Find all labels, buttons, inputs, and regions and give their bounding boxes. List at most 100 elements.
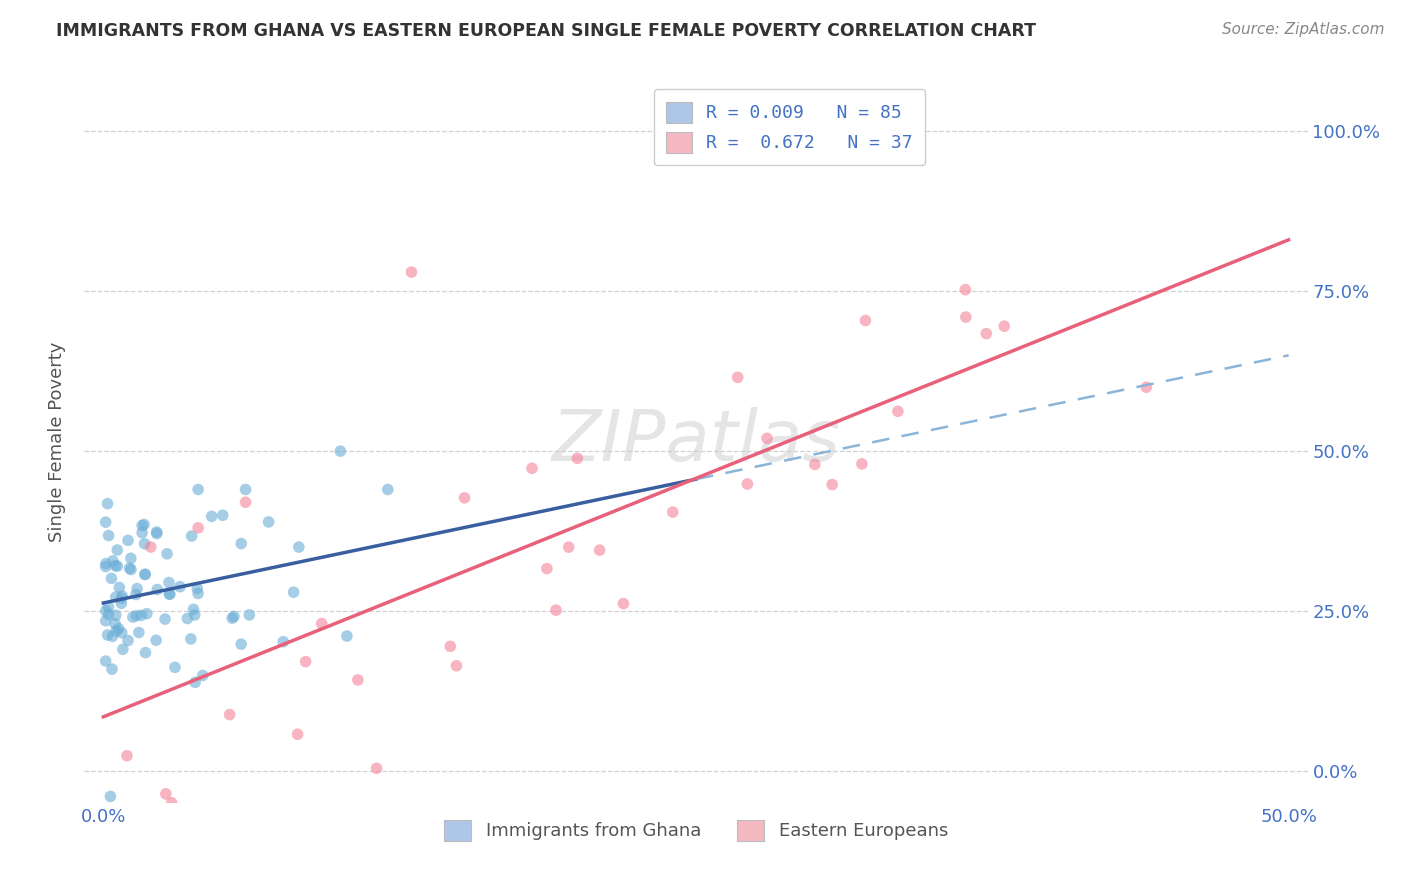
Point [662, 505, 685, 519]
Point [111, 589, 134, 603]
Point [218, 707, 240, 722]
Point [129, 608, 152, 623]
Point [125, 588, 148, 602]
Point [176, 611, 198, 625]
Point [347, 673, 370, 687]
Point [156, 547, 179, 561]
Point [183, 602, 205, 616]
Point [993, 319, 1015, 334]
Point [187, 586, 209, 600]
Point [135, 607, 157, 621]
Point [235, 495, 257, 509]
Point [187, 483, 209, 497]
Point [439, 640, 461, 654]
Point [163, 660, 186, 674]
Point [134, 567, 156, 582]
Point [146, 526, 169, 541]
Point [231, 536, 253, 550]
Point [567, 451, 589, 466]
Y-axis label: Single Female Poverty: Single Female Poverty [48, 342, 66, 541]
Point [101, 554, 124, 568]
Point [104, 558, 127, 573]
Point [271, 634, 294, 648]
Point [329, 444, 352, 458]
Point [222, 609, 245, 624]
Point [283, 585, 305, 599]
Point [821, 477, 844, 491]
Point [101, 662, 124, 676]
Point [97, 628, 120, 642]
Point [94, 515, 117, 529]
Point [184, 675, 207, 690]
Point [125, 608, 148, 623]
Point [851, 457, 873, 471]
Point [737, 477, 759, 491]
Point [186, 582, 208, 596]
Point [231, 637, 253, 651]
Point [235, 483, 257, 497]
Point [887, 404, 910, 418]
Point [107, 622, 129, 636]
Point [401, 265, 423, 279]
Point [187, 521, 209, 535]
Point [139, 540, 162, 554]
Point [100, 789, 122, 804]
Point [377, 483, 399, 497]
Point [756, 431, 779, 445]
Point [117, 633, 139, 648]
Text: ZIPatlas: ZIPatlas [551, 407, 841, 476]
Point [97, 607, 120, 622]
Point [855, 313, 877, 327]
Point [97, 528, 120, 542]
Point [94, 654, 117, 668]
Point [976, 326, 998, 341]
Point [94, 557, 117, 571]
Point [134, 646, 156, 660]
Point [104, 616, 127, 631]
Point [110, 596, 132, 610]
Point [180, 529, 202, 543]
Point [132, 517, 155, 532]
Point [544, 603, 567, 617]
Point [288, 540, 311, 554]
Point [287, 727, 309, 741]
Point [131, 525, 153, 540]
Point [183, 607, 205, 622]
Point [180, 632, 202, 646]
Text: IMMIGRANTS FROM GHANA VS EASTERN EUROPEAN SINGLE FEMALE POVERTY CORRELATION CHAR: IMMIGRANTS FROM GHANA VS EASTERN EUROPEA… [56, 22, 1036, 40]
Legend: Immigrants from Ghana, Eastern Europeans: Immigrants from Ghana, Eastern Europeans [437, 813, 955, 848]
Point [955, 310, 977, 324]
Point [105, 543, 128, 558]
Point [311, 616, 333, 631]
Point [520, 461, 543, 475]
Point [727, 370, 749, 384]
Point [453, 491, 475, 505]
Point [145, 633, 167, 648]
Point [294, 655, 316, 669]
Point [118, 561, 141, 575]
Point [120, 551, 142, 566]
Point [612, 597, 634, 611]
Point [159, 587, 181, 601]
Point [94, 559, 117, 574]
Point [134, 567, 156, 582]
Point [155, 787, 177, 801]
Point [955, 283, 977, 297]
Point [94, 604, 117, 618]
Point [120, 562, 142, 576]
Point [100, 571, 122, 585]
Point [97, 599, 120, 614]
Point [127, 582, 149, 596]
Point [211, 508, 233, 523]
Point [104, 608, 127, 623]
Point [104, 590, 127, 604]
Point [117, 533, 139, 548]
Point [101, 629, 124, 643]
Point [804, 458, 827, 472]
Point [446, 658, 468, 673]
Point [115, 748, 138, 763]
Point [131, 518, 153, 533]
Point [111, 625, 134, 640]
Point [201, 509, 224, 524]
Point [153, 612, 176, 626]
